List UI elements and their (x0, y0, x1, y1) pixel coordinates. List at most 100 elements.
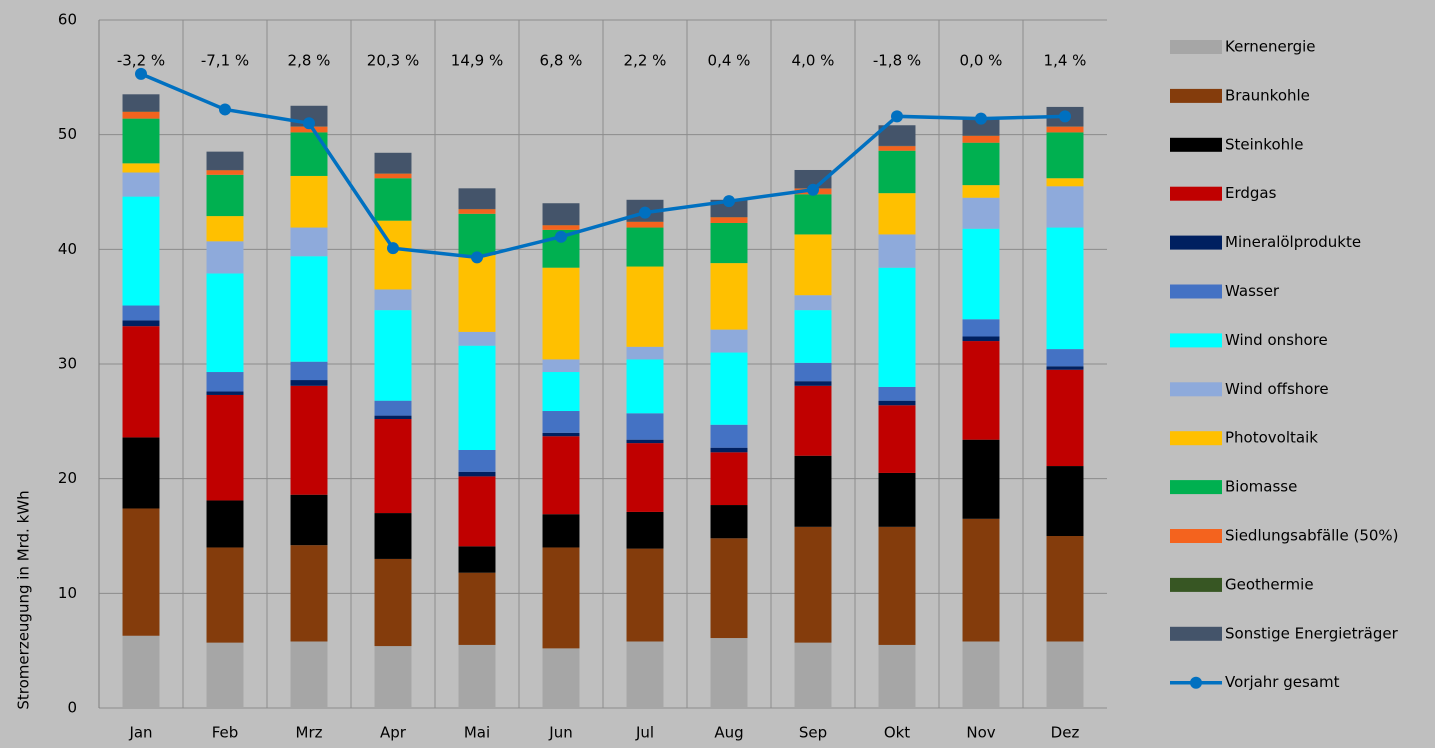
legend-swatch (1170, 284, 1222, 299)
legend-swatch (1170, 529, 1222, 543)
legend-label: Wasser (1225, 282, 1280, 300)
bar-segment (794, 310, 832, 363)
bar-segment (290, 545, 328, 642)
bar-segment (122, 196, 160, 306)
line-marker (723, 195, 735, 208)
bar-segment (290, 126, 328, 133)
bar-segment (878, 386, 916, 401)
bar-segment (794, 385, 832, 456)
bar-segment (458, 255, 496, 332)
bar-segment (206, 500, 244, 548)
legend-label: Sonstige Energieträger (1225, 624, 1399, 642)
bar-segment (878, 644, 916, 708)
bar-segment (122, 305, 160, 321)
bar-segment (206, 273, 244, 373)
bar-segment (794, 295, 832, 311)
bar-segment (794, 234, 832, 296)
y-tick-label: 60 (58, 11, 77, 29)
bar-segment (626, 439, 664, 444)
y-tick-label: 20 (58, 469, 77, 487)
bar-segment (626, 548, 664, 642)
line-marker (555, 230, 567, 243)
bar-segment (206, 151, 244, 170)
change-label: -7,1 % (201, 52, 249, 70)
bar-segment (206, 642, 244, 708)
bar-segment (374, 513, 412, 559)
x-tick-label: Sep (799, 724, 827, 742)
bar-segment (122, 111, 160, 119)
bar-segment (542, 267, 580, 360)
legend-label: Erdgas (1225, 184, 1277, 202)
bar-segment (542, 359, 580, 373)
bar-segment (542, 436, 580, 515)
x-tick-label: Jul (635, 724, 654, 742)
bar-segment (458, 546, 496, 573)
bar-segment (962, 439, 1000, 519)
bar-segment (794, 381, 832, 386)
bar-segment (626, 266, 664, 347)
legend-swatch (1170, 382, 1222, 397)
legend-label: Mineralölprodukte (1225, 233, 1361, 251)
bar-segment (374, 400, 412, 416)
bar-segment (374, 558, 412, 647)
line-marker (303, 117, 315, 130)
bar-segment (710, 424, 748, 448)
bar-segment (122, 94, 160, 112)
bar-segment (626, 221, 664, 228)
bar-segment (710, 222, 748, 264)
legend-swatch (1170, 137, 1222, 152)
bar-segment (458, 476, 496, 547)
bar-segment (710, 447, 748, 453)
legend-label: Siedlungsabfälle (50%) (1225, 527, 1399, 545)
line-marker (975, 112, 987, 125)
bar-segment (458, 209, 496, 214)
bar-segment (962, 142, 1000, 186)
bar-segment (1046, 178, 1084, 187)
legend-swatch (1170, 40, 1222, 54)
bar-segment (962, 185, 1000, 198)
bar-segment (1046, 132, 1084, 179)
legend-label: Photovoltaik (1225, 429, 1318, 447)
bar-segment (626, 359, 664, 414)
legend-swatch (1170, 333, 1222, 348)
bar-segment (794, 526, 832, 643)
change-label: -1,8 % (873, 52, 921, 70)
bar-segment (542, 547, 580, 649)
bar-segment (626, 227, 664, 267)
change-label: 2,2 % (624, 52, 667, 70)
legend-label: Kernenergie (1225, 38, 1316, 56)
legend-label: Wind offshore (1225, 380, 1329, 398)
bar-segment (206, 216, 244, 242)
bar-segment (626, 443, 664, 512)
legend-label: Biomasse (1225, 478, 1297, 496)
x-tick-label: Dez (1051, 724, 1080, 742)
x-tick-label: Jun (548, 724, 572, 742)
change-label: 20,3 % (367, 52, 419, 70)
legend-swatch (1190, 676, 1202, 689)
bar-segment (962, 319, 1000, 337)
bar-segment (962, 641, 1000, 708)
x-tick-label: Nov (966, 724, 995, 742)
line-marker (639, 206, 651, 219)
bar-segment (962, 518, 1000, 642)
line-marker (891, 110, 903, 123)
line-marker (1059, 110, 1071, 123)
change-label: 1,4 % (1044, 52, 1087, 70)
line-marker (387, 242, 399, 255)
bar-segment (794, 194, 832, 235)
change-label: 0,0 % (960, 52, 1003, 70)
bar-segment (794, 642, 832, 708)
bar-segment (710, 452, 748, 506)
bar-segment (878, 146, 916, 151)
bar-segment (710, 329, 748, 353)
bar-segment (122, 163, 160, 173)
bar-segment (542, 648, 580, 708)
change-label: 4,0 % (792, 52, 835, 70)
bar-segment (1046, 369, 1084, 467)
bar-segment (206, 174, 244, 217)
bar-segment (374, 646, 412, 708)
bar-segment (878, 472, 916, 527)
x-tick-label: Aug (714, 724, 743, 742)
bar-segment (542, 203, 580, 226)
bar-segment (122, 635, 160, 708)
